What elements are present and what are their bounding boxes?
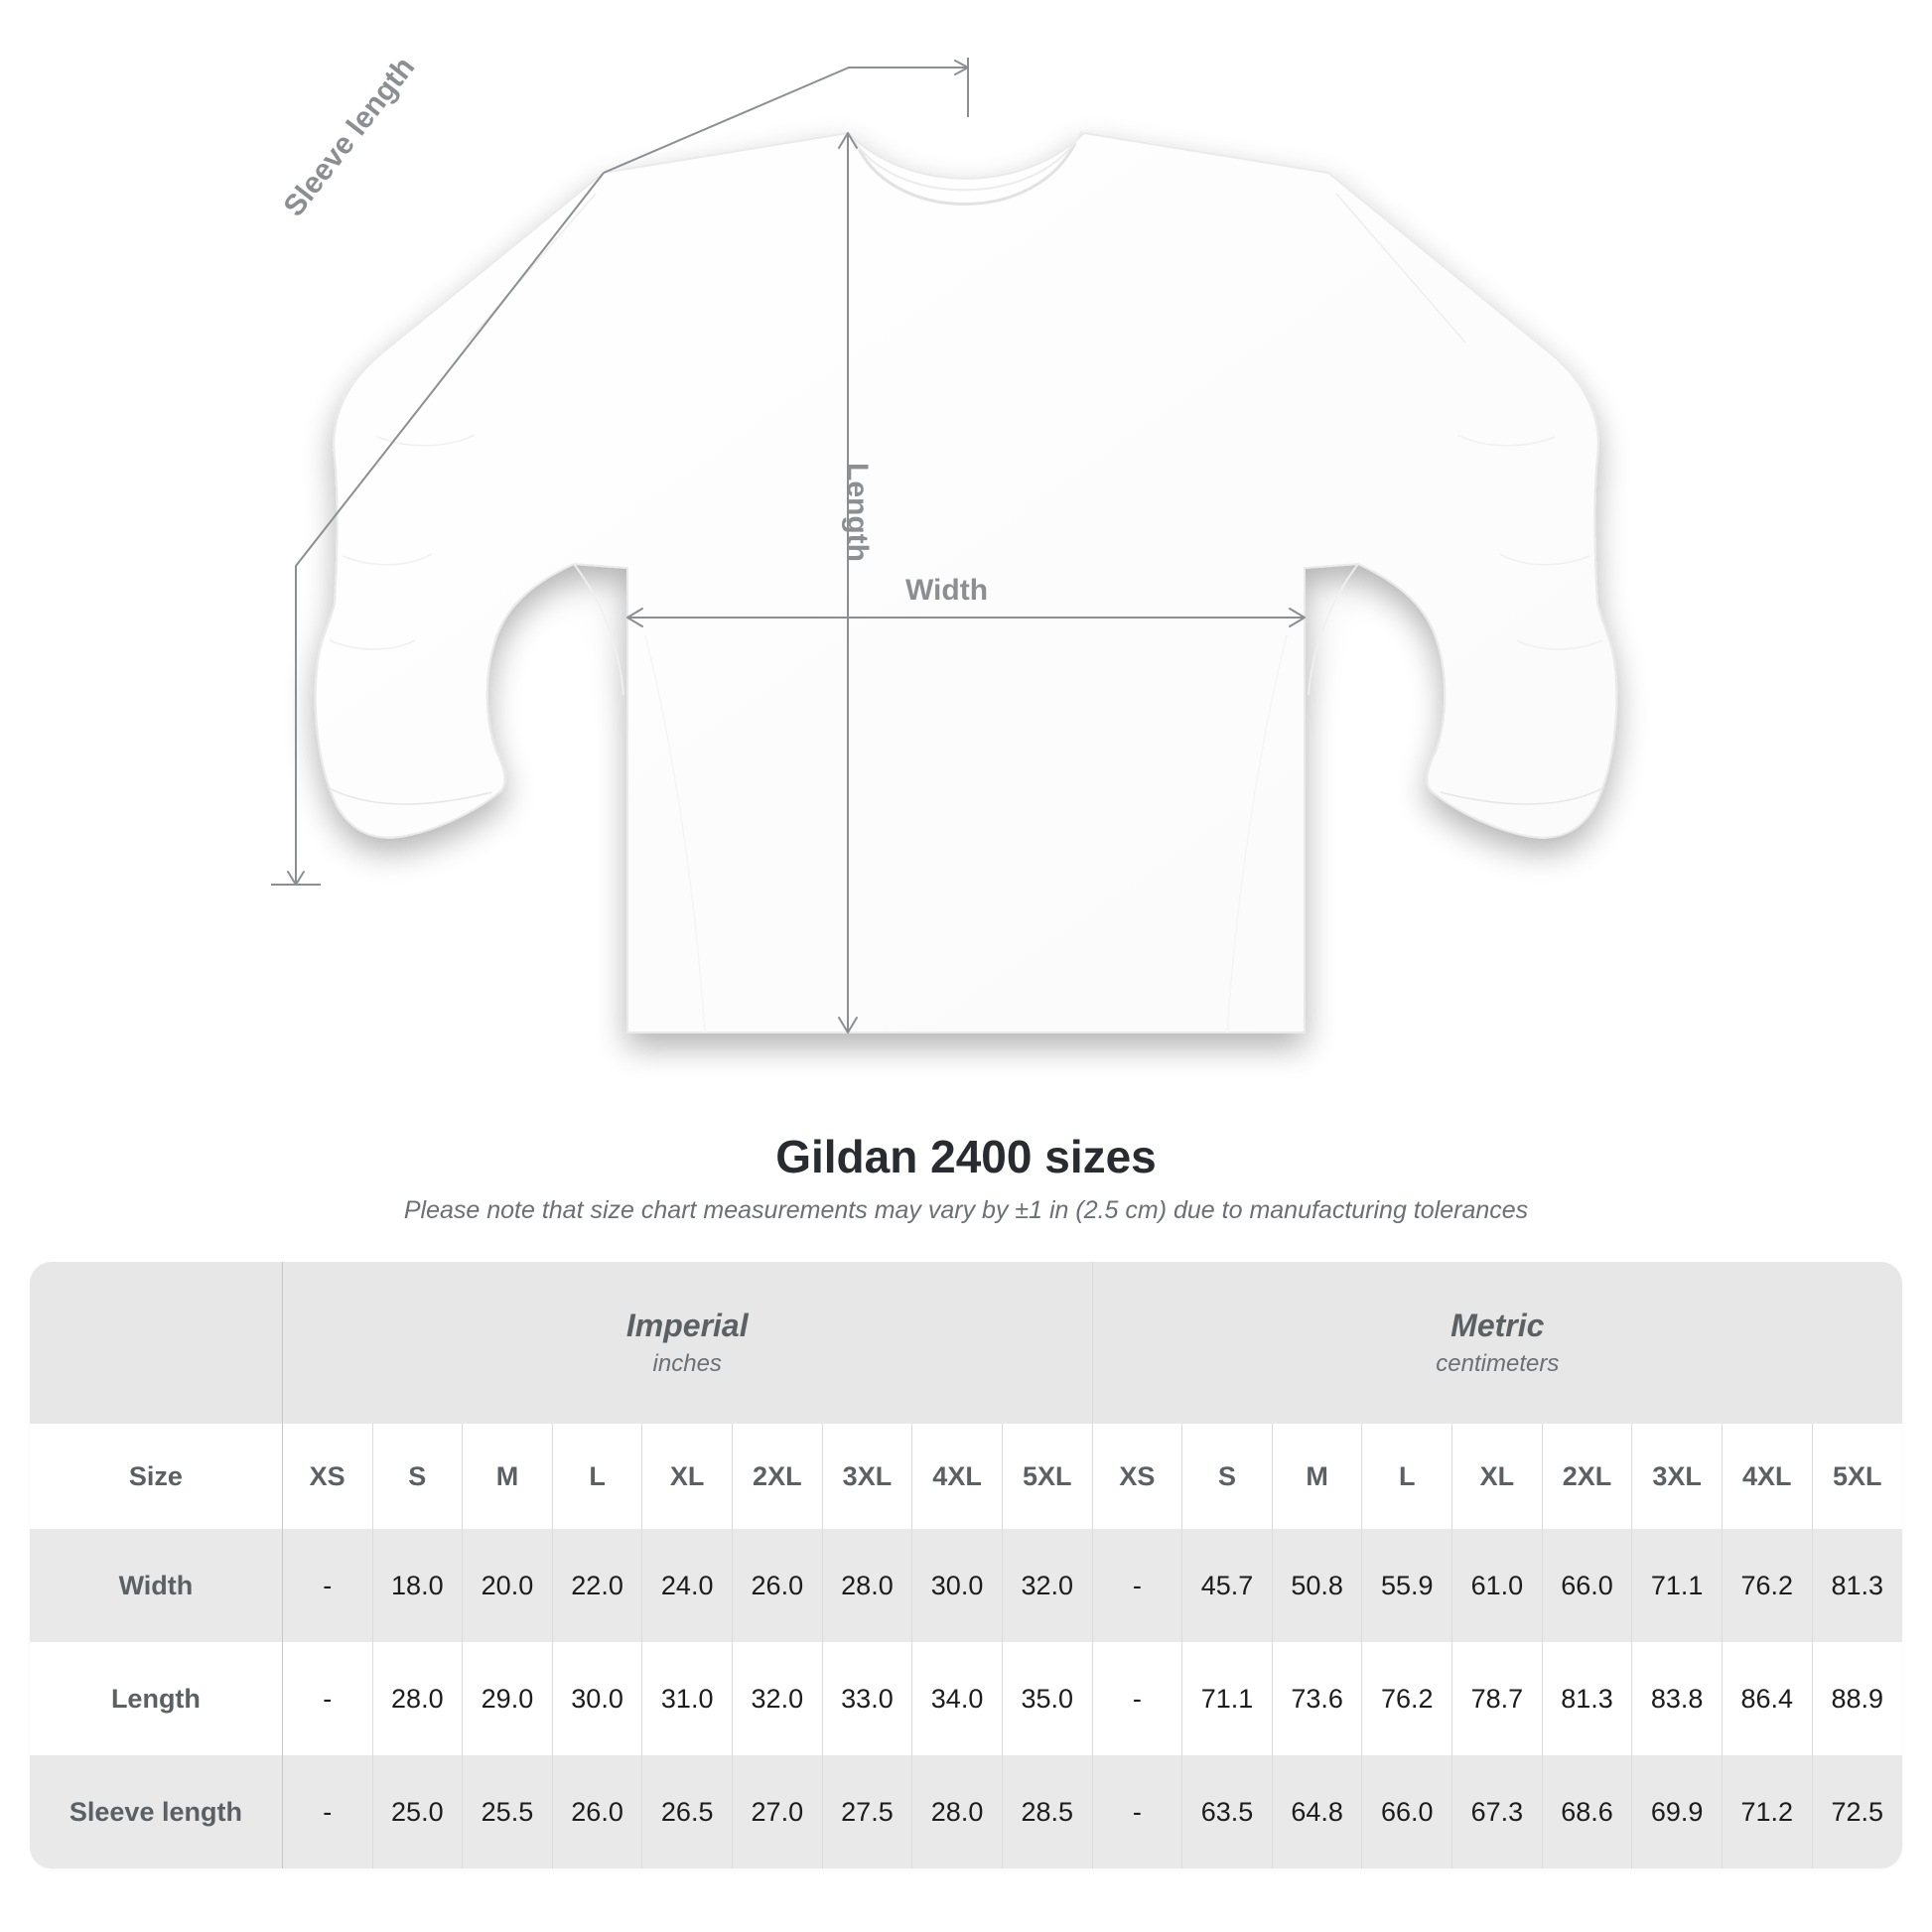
svg-text:Width: Width [905, 574, 988, 607]
svg-text:Length: Length [841, 463, 874, 562]
svg-text:Sleeve length: Sleeve length [277, 51, 421, 222]
